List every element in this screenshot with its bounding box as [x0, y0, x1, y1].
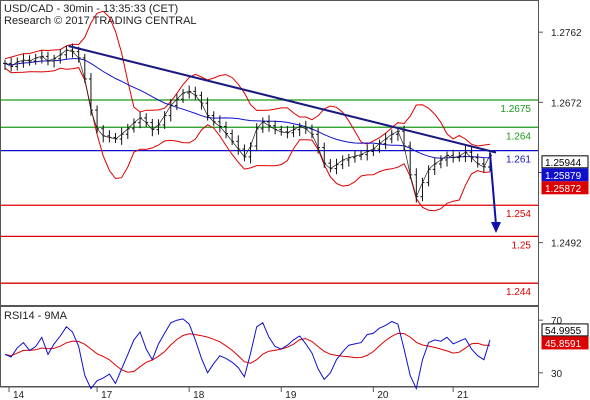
time-tick-label-3: 19	[285, 390, 297, 400]
chart-copyright: Research © 2017 TRADING CENTRAL	[4, 15, 197, 27]
price-tag-label-2: 1.25872	[545, 184, 582, 195]
forecast-arrow-shaft	[489, 152, 497, 226]
axis-layer: 1.27621.26721.25821.249270301.259441.258…	[8, 28, 589, 400]
price-panel	[0, 0, 539, 306]
price-tick-label-1: 1.2672	[551, 98, 582, 109]
level-label-4: 1.25	[512, 240, 532, 251]
rsi-tick-label-0: 70	[551, 316, 563, 327]
price-tag-bg-0	[541, 155, 589, 169]
level-label-2: 1.261	[506, 155, 531, 166]
rsi-legend: RSI14 - 9MA	[4, 310, 68, 322]
rsi-tag-bg-1	[541, 336, 589, 350]
chart-title: USD/CAD - 30min - 13:35:33 (CET)	[4, 3, 178, 15]
time-tick-label-2: 18	[193, 390, 205, 400]
rsi-panel	[0, 306, 539, 387]
rsi-line	[4, 318, 491, 391]
time-tick-label-4: 20	[377, 390, 389, 400]
time-tick-label-5: 21	[457, 390, 469, 400]
time-tick-label-0: 14	[13, 390, 25, 400]
moving-average-line	[4, 58, 491, 159]
level-label-0: 1.2675	[500, 104, 531, 115]
price-tag-bg-1	[541, 168, 589, 182]
price-tick-label-0: 1.2762	[551, 28, 582, 39]
price-tag-bg-2	[541, 181, 589, 195]
rsi-tick-label-1: 30	[551, 369, 563, 380]
rsi-tag-bg-0	[541, 323, 589, 337]
level-label-5: 1.244	[506, 287, 531, 298]
trendline-resistance	[68, 45, 497, 154]
price-tick-label-3: 1.2492	[551, 239, 582, 250]
level-label-3: 1.254	[506, 209, 531, 220]
level-label-1: 1.264	[506, 131, 531, 142]
bollinger-upper-line	[4, 10, 491, 147]
rsi-tag-label-1: 45.8591	[545, 339, 582, 350]
close-line	[4, 49, 491, 198]
rsi-layer	[4, 318, 491, 391]
forecast-arrow-head	[491, 221, 501, 233]
price-tag-label-1: 1.25879	[545, 171, 582, 182]
rsi-tag-label-0: 54.9955	[545, 326, 582, 337]
rsi-ma-line	[4, 332, 490, 373]
price-tag-label-0: 1.25944	[545, 158, 582, 169]
price-layer: 1.2675 1.264 1.261 1.254 1.25 1.244	[1, 10, 538, 298]
time-tick-label-1: 17	[101, 390, 113, 400]
